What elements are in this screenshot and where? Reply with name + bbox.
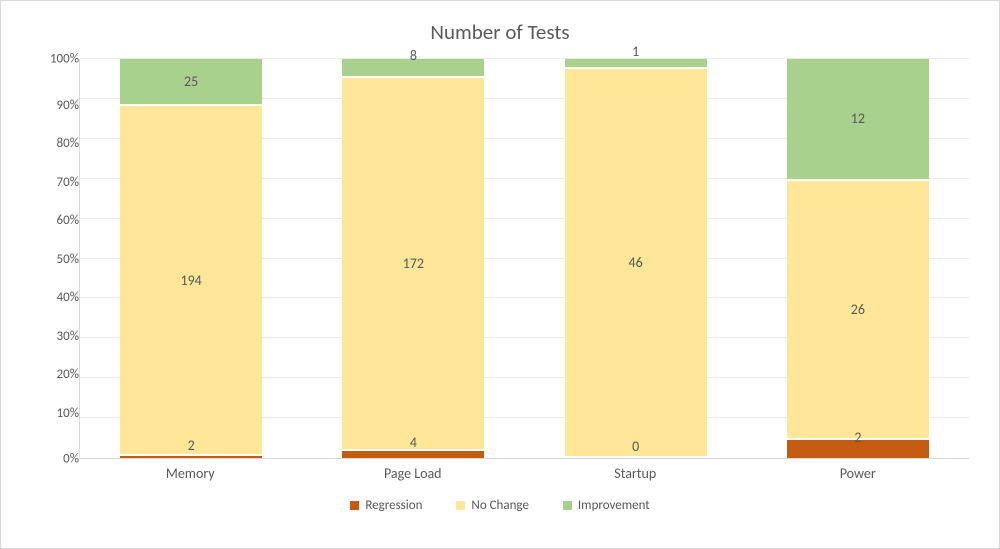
stacked-bar: 0 46 1 [565,59,707,458]
legend-swatch [456,501,465,510]
stacked-bar: 4 172 8 [342,59,484,458]
bar-segment-regression: 2 [120,454,262,458]
bar-segment-improvement: 8 [342,59,484,76]
segment-value-label: 1 [632,43,639,60]
legend-swatch [563,501,572,510]
segment-value-label: 4 [410,434,417,451]
plot-area: 21942541728046122612 [79,59,969,459]
y-tick: 10% [57,406,79,421]
legend-label: Regression [365,498,422,513]
x-tick: Startup [524,465,747,482]
segment-value-label: 46 [629,254,643,271]
chart-title: Number of Tests [21,19,979,45]
y-tick: 0% [63,452,79,467]
x-axis: MemoryPage LoadStartupPower [79,465,969,482]
legend-item-improvement: Improvement [563,498,650,513]
stacked-bar: 2 26 12 [787,59,929,458]
y-axis: 100%90%80%70%60%50%40%30%20%10%0% [31,59,79,459]
legend: Regression No Change Improvement [21,498,979,513]
segment-value-label: 8 [410,47,417,64]
bar-segment-no-change: 194 [120,104,262,454]
plot-row: 100%90%80%70%60%50%40%30%20%10%0% 219425… [31,59,969,459]
bar-segment-improvement: 1 [565,59,707,67]
segment-value-label: 2 [854,429,861,446]
segment-value-label: 2 [188,437,195,454]
category-column: 0 46 1 [525,59,747,458]
segment-value-label: 26 [851,301,865,318]
legend-swatch [350,501,359,510]
bar-segment-regression: 2 [787,438,929,458]
segment-value-label: 172 [403,255,424,272]
bar-segment-regression: 0 [565,456,707,458]
y-tick: 30% [57,329,79,344]
chart-frame: Number of Tests 100%90%80%70%60%50%40%30… [0,0,1000,549]
y-tick: 20% [57,367,79,382]
bar-segment-no-change: 46 [565,67,707,456]
legend-item-no-change: No Change [456,498,528,513]
y-tick: 70% [57,175,79,190]
bar-segment-no-change: 26 [787,179,929,438]
x-tick: Page Load [302,465,525,482]
y-tick: 90% [57,98,79,113]
segment-value-label: 194 [180,272,201,289]
x-tick: Power [747,465,970,482]
legend-label: No Change [471,498,528,513]
bar-segment-improvement: 12 [787,59,929,179]
y-tick: 40% [57,290,79,305]
category-column: 2 194 25 [80,59,302,458]
segment-value-label: 0 [632,438,639,455]
y-tick: 60% [57,213,79,228]
category-column: 4 172 8 [302,59,524,458]
bar-segment-regression: 4 [342,449,484,458]
bar-segment-improvement: 25 [120,59,262,104]
bar-segment-no-change: 172 [342,76,484,449]
category-column: 2 26 12 [747,59,969,458]
legend-item-regression: Regression [350,498,422,513]
y-tick: 100% [50,52,79,67]
y-tick: 50% [57,252,79,267]
x-tick: Memory [79,465,302,482]
segment-value-label: 25 [184,73,198,90]
y-tick: 80% [57,136,79,151]
segment-value-label: 12 [851,110,865,127]
stacked-bar: 2 194 25 [120,59,262,458]
legend-label: Improvement [578,498,650,513]
